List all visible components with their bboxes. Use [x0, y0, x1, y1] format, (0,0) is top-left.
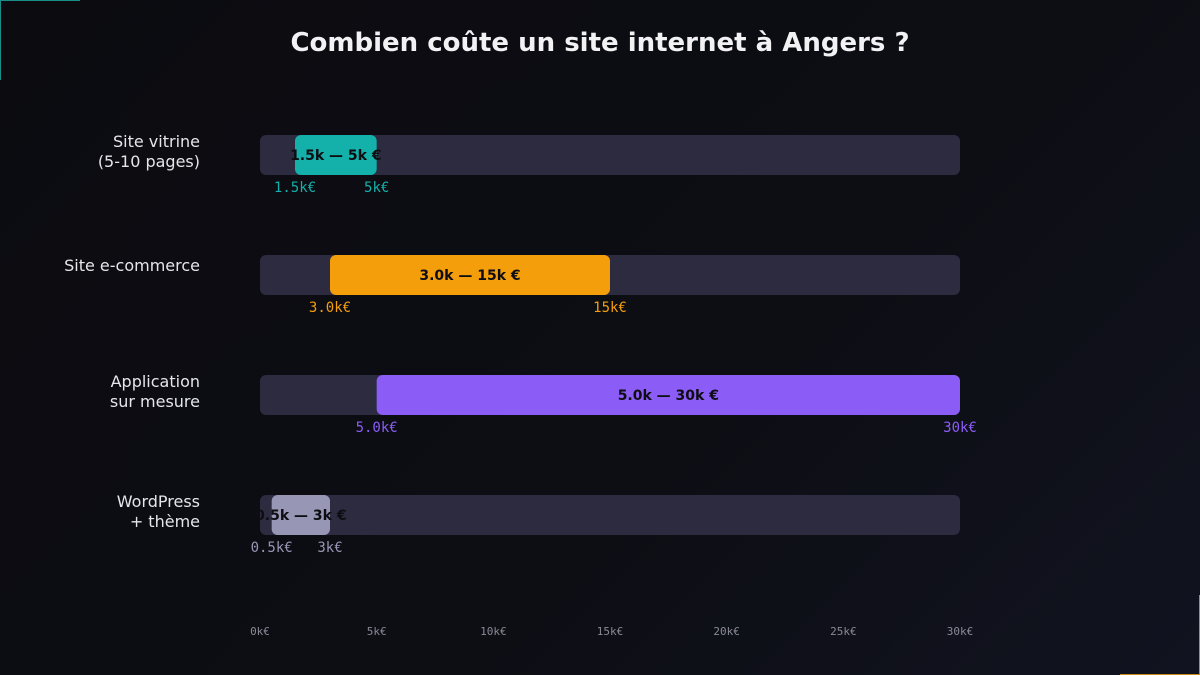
category-label: Site vitrine: [113, 132, 200, 151]
corner-accent: [0, 0, 1, 80]
category-label: + thème: [130, 512, 200, 531]
min-label: 0.5k€: [251, 540, 293, 556]
bar-track: [260, 135, 960, 175]
min-label: 1.5k€: [274, 180, 316, 196]
max-label: 5k€: [364, 180, 389, 196]
x-tick-label: 25k€: [830, 625, 857, 638]
x-tick-label: 0k€: [250, 625, 270, 638]
min-label: 3.0k€: [309, 300, 351, 316]
bar-label: 5.0k — 30k €: [618, 388, 719, 404]
range-bar: [271, 495, 330, 535]
max-label: 3k€: [317, 540, 342, 556]
max-label: 15k€: [593, 300, 627, 316]
range-bar: [376, 375, 961, 415]
x-tick-label: 15k€: [597, 625, 624, 638]
bar-label: 3.0k — 15k €: [419, 268, 520, 284]
bar-label: 0.5k — 3k €: [255, 508, 347, 524]
x-tick-label: 30k€: [947, 625, 974, 638]
min-label: 5.0k€: [356, 420, 398, 436]
range-bar: [295, 135, 377, 175]
x-tick-label: 5k€: [367, 625, 387, 638]
category-label: Site e-commerce: [64, 256, 200, 275]
chart-title: Combien coûte un site internet à Angers …: [290, 28, 910, 58]
bar-track: [260, 495, 960, 535]
category-label: (5-10 pages): [98, 152, 200, 171]
category-label: sur mesure: [110, 392, 200, 411]
corner-accent: [0, 0, 80, 1]
category-label: Application: [111, 372, 200, 391]
max-label: 30k€: [943, 420, 977, 436]
category-label: WordPress: [117, 492, 200, 511]
range-bar: [330, 255, 610, 295]
x-tick-label: 20k€: [713, 625, 740, 638]
bar-label: 1.5k — 5k €: [290, 148, 382, 164]
x-tick-label: 10k€: [480, 625, 507, 638]
